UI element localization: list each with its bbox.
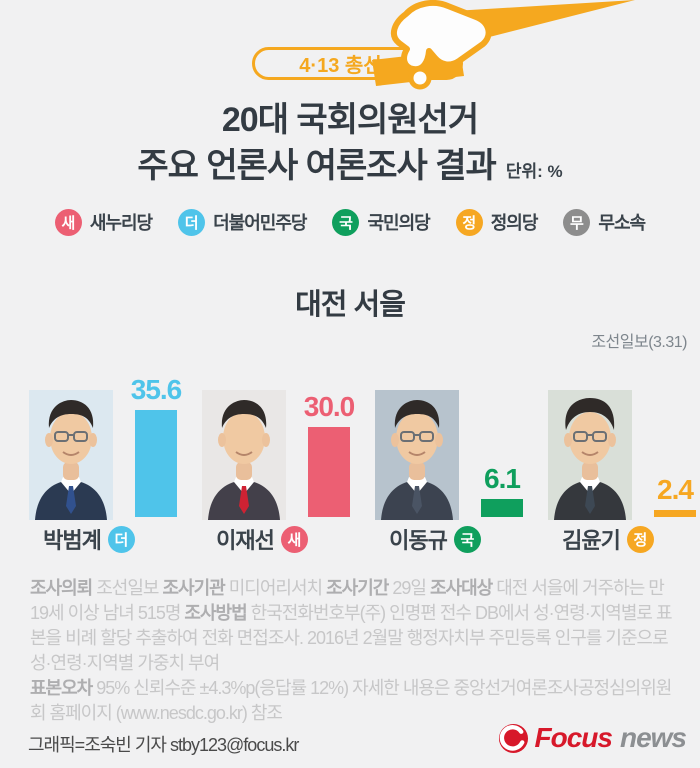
election-badge-label: 4·13 총선 — [299, 55, 382, 77]
legend-label: 정의당 — [490, 213, 539, 233]
focus-news-logo: Focus news — [498, 721, 687, 755]
candidate-column: 2.4 김윤기 정 — [519, 376, 696, 556]
portrait-placeholder-icon — [548, 390, 632, 520]
candidate-name-row: 이동규 국 — [355, 523, 515, 555]
party-legend: 새 새누리당 더 더불어민주당 국 국민의당 정 정의당 무 무소속 — [0, 207, 700, 237]
portrait-placeholder-icon — [29, 390, 113, 520]
candidate-photo — [375, 390, 459, 520]
legend-item-saenuri: 새 새누리당 — [54, 208, 153, 236]
legend-label: 새누리당 — [89, 213, 153, 233]
candidate-name: 이재선 — [216, 528, 275, 553]
candidate-name: 김윤기 — [562, 528, 621, 553]
party-badge-icon: 정 — [626, 525, 654, 553]
result-value: 6.1 — [484, 463, 521, 494]
candidate-column: 30.0 이재선 새 — [173, 376, 355, 556]
candidate-photo — [202, 390, 286, 520]
page-title-line1: 20대 국회의원선거 — [221, 101, 479, 139]
footnote-paragraph: 조사의뢰 조선일보 조사기관 미디어리서치 조사기간 29일 조사대상 대전 서… — [30, 578, 673, 673]
unit-label: 단위: % — [505, 162, 563, 181]
legend-item-minjoo: 더 더불어민주당 — [178, 208, 307, 236]
legend-label: 더불어민주당 — [213, 213, 307, 233]
candidate-column: 6.1 이동규 국 — [346, 376, 523, 556]
candidate-photo — [548, 390, 632, 520]
candidate-name-row: 김윤기 정 — [528, 523, 688, 555]
result-bar — [308, 427, 350, 517]
result-bar — [654, 510, 696, 517]
page-title-line2-wrap: 주요 언론사 여론조사 결과 단위: % — [0, 144, 700, 194]
candidate-column: 35.6 박범계 더 — [0, 374, 182, 556]
party-dot-icon: 새 — [54, 208, 82, 236]
poll-source: 조선일보(3.31) — [591, 334, 687, 351]
legend-item-justice: 정 정의당 — [455, 208, 539, 236]
ballot-hand-icon — [372, 0, 635, 90]
result-bar — [135, 410, 177, 517]
candidate-name-row: 박범계 더 — [9, 523, 169, 555]
page-title-line2: 주요 언론사 여론조사 결과 — [137, 147, 496, 185]
portrait-placeholder-icon — [202, 390, 286, 520]
result-bar — [481, 499, 523, 517]
focus-news-logo-icon — [498, 723, 528, 753]
footnote-paragraph: 표본오차 95% 신뢰수준 ±4.3%p(응답률 12%) 자세한 내용은 중앙… — [30, 678, 672, 723]
party-dot-icon: 무 — [563, 208, 591, 236]
result-value: 30.0 — [303, 391, 356, 422]
party-badge-icon: 더 — [107, 525, 135, 553]
result-value: 35.6 — [130, 374, 183, 405]
district-title: 대전 서을 — [295, 289, 406, 321]
party-dot-icon: 정 — [455, 208, 483, 236]
legend-item-kookmin: 국 국민의당 — [332, 208, 431, 236]
party-badge-icon: 새 — [280, 525, 308, 553]
party-dot-icon: 더 — [178, 208, 206, 236]
footnote: 조사의뢰 조선일보 조사기관 미디어리서치 조사기간 29일 조사대상 대전 서… — [30, 576, 676, 726]
logo-brand-text: Focus — [534, 722, 613, 753]
candidate-name-row: 이재선 새 — [182, 523, 342, 555]
graphic-credit: 그래픽=조숙빈 기자 stby123@focus.kr — [28, 735, 299, 755]
logo-suffix-text: news — [619, 722, 687, 753]
candidate-name: 이동규 — [389, 528, 448, 553]
candidate-name: 박범계 — [43, 528, 102, 553]
legend-item-independent: 무 무소속 — [563, 208, 646, 236]
candidate-photo — [29, 390, 113, 520]
party-badge-icon: 국 — [453, 525, 481, 553]
legend-label: 국민의당 — [367, 213, 430, 233]
portrait-placeholder-icon — [375, 390, 459, 520]
party-dot-icon: 국 — [332, 208, 360, 236]
legend-label: 무소속 — [598, 213, 646, 233]
result-value: 2.4 — [657, 474, 694, 505]
